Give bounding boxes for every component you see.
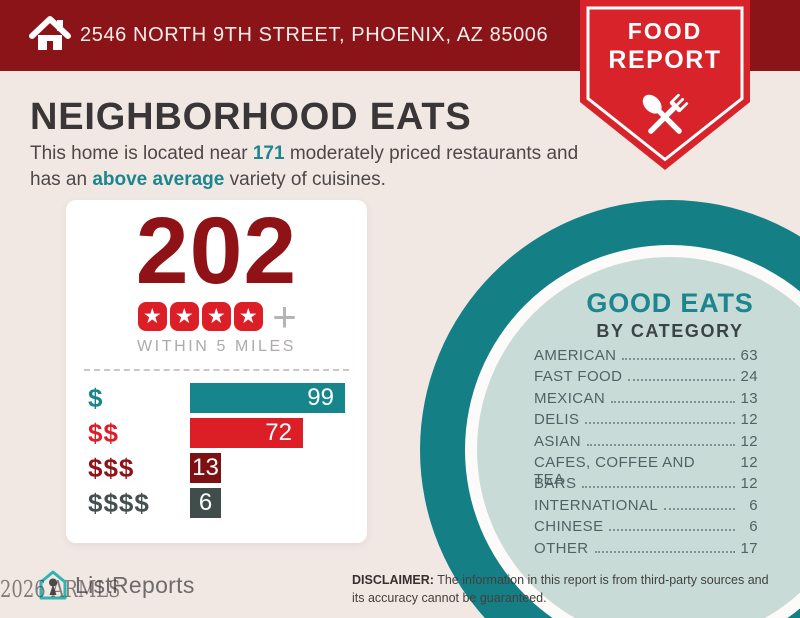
- category-label: CHINESE: [534, 518, 604, 536]
- price-bar: 99: [190, 383, 345, 413]
- category-row: ASIAN 12: [534, 433, 758, 454]
- category-row: BARS 12: [534, 475, 758, 496]
- price-value: 13: [192, 454, 219, 481]
- dotted-leader: [585, 422, 735, 425]
- star-icon: ★: [201, 302, 231, 331]
- intro-suffix: variety of cuisines.: [224, 169, 386, 191]
- category-value: 12: [740, 411, 758, 429]
- category-value: 17: [740, 539, 758, 557]
- category-row: OTHER 17: [534, 540, 758, 561]
- price-label: $: [88, 382, 104, 413]
- category-label: OTHER: [534, 539, 589, 557]
- dotted-leader: [664, 507, 735, 510]
- good-eats-header: GOOD EATS BY CATEGORY: [477, 288, 800, 342]
- category-value: 12: [740, 475, 758, 493]
- category-label: AMERICAN: [534, 347, 617, 364]
- price-value: 72: [265, 419, 292, 446]
- price-bar: 13: [190, 453, 221, 483]
- badge-shape: [580, 0, 750, 170]
- variety-highlight: above average: [92, 169, 225, 191]
- star-icon: ★: [169, 302, 199, 331]
- category-value: 6: [749, 518, 758, 536]
- star-icon: ★: [233, 302, 263, 331]
- home-icon: [29, 16, 71, 50]
- good-eats-subtitle: BY CATEGORY: [596, 321, 744, 341]
- category-row: MEXICAN 13: [534, 390, 758, 411]
- listreports-house-icon: [39, 570, 67, 600]
- category-value: 12: [740, 432, 758, 450]
- disclaimer-text: DISCLAIMER: The information in this repo…: [352, 573, 769, 606]
- price-bar: 72: [190, 418, 303, 448]
- category-value: 24: [740, 368, 758, 386]
- price-row: $ 99: [88, 383, 367, 413]
- category-row: INTERNATIONAL 6: [534, 497, 758, 518]
- property-address: 2546 NORTH 9TH STREET, PHOENIX, AZ 85006: [80, 24, 549, 46]
- plus-sign: +: [272, 293, 297, 340]
- dotted-leader: [622, 358, 735, 360]
- intro-middle: moderately priced restaurants and has an: [30, 143, 579, 191]
- category-row: AMERICAN 63: [534, 347, 758, 368]
- category-label: MEXICAN: [534, 389, 606, 407]
- dotted-leader: [609, 529, 735, 532]
- good-eats-title: GOOD EATS: [586, 288, 754, 318]
- price-value: 6: [198, 489, 213, 516]
- rating-row: ★ ★ ★ ★ +: [66, 293, 367, 340]
- dotted-leader: [582, 486, 735, 489]
- category-value: 6: [749, 496, 758, 514]
- category-circle: [477, 257, 800, 618]
- star-rating: ★ ★ ★ ★: [136, 302, 264, 331]
- page-title: NEIGHBORHOOD EATS: [30, 96, 472, 138]
- category-label: FAST FOOD: [534, 368, 623, 386]
- listreports-logo: ListReports: [36, 568, 195, 602]
- price-row: $$ 72: [88, 418, 367, 448]
- spoon-fork-icon: [642, 93, 689, 134]
- restaurant-stats-card: 202 ★ ★ ★ ★ + WITHIN 5 MILES $ 99 $$ 72 $$$…: [66, 200, 367, 543]
- restaurant-count: 171: [252, 143, 285, 164]
- intro-text: This home is located near 171 moderately…: [30, 141, 582, 193]
- category-label: DELIS: [534, 411, 580, 429]
- dotted-leader: [611, 400, 735, 403]
- star-icon: ★: [137, 302, 167, 331]
- total-restaurants: 202: [135, 198, 298, 304]
- price-label: $$: [88, 417, 119, 448]
- price-row: $$$$ 6: [88, 488, 367, 518]
- category-label: INTERNATIONAL: [534, 496, 659, 514]
- armls-watermark: 2026 ARMLS: [0, 577, 121, 603]
- price-tier-bar-chart: $ 99 $$ 72 $$$ 13 $$$$ 6: [66, 383, 367, 518]
- badge-title: FOOD REPORT: [608, 18, 722, 74]
- dotted-leader: [594, 550, 735, 553]
- category-row: CHINESE 6: [534, 518, 758, 539]
- dotted-leader: [628, 379, 735, 382]
- logo-text: ListReports: [75, 571, 195, 598]
- radius-label: WITHIN 5 MILES: [136, 338, 297, 355]
- dotted-leader: [587, 443, 735, 446]
- intro-prefix: This home is located near: [30, 143, 253, 164]
- category-value: 63: [740, 347, 758, 364]
- dashed-divider: [84, 369, 349, 371]
- category-row: DELIS 12: [534, 411, 758, 432]
- category-label: CAFES, COFFEE AND TEA: [534, 453, 695, 488]
- category-label: ASIAN: [534, 432, 582, 450]
- category-row: CAFES, COFFEE AND TEA 12: [534, 453, 758, 488]
- category-row: FAST FOOD 24: [534, 368, 758, 389]
- price-value: 99: [307, 384, 334, 411]
- category-list: AMERICAN 63 FAST FOOD 24 MEXICAN 13 DELIS 12…: [534, 347, 758, 561]
- price-bar: 6: [190, 488, 221, 518]
- price-label: $$$: [88, 452, 135, 483]
- price-row: $$$ 13: [88, 453, 367, 483]
- category-value: 12: [740, 453, 758, 471]
- disclaimer-label: DISCLAIMER:: [352, 573, 434, 587]
- category-value: 13: [740, 389, 758, 407]
- price-label: $$$$: [88, 487, 150, 518]
- food-report-badge: FOOD REPORT: [580, 0, 750, 172]
- category-label: BARS: [534, 475, 577, 493]
